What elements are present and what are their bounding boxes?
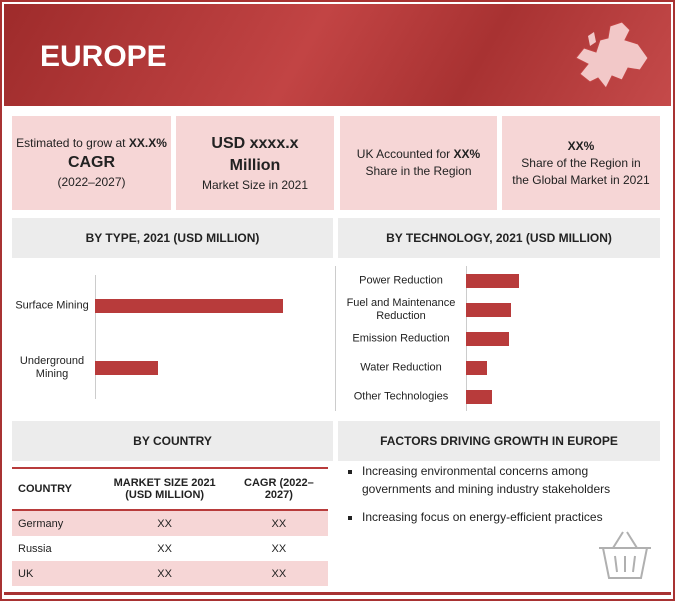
category-label: Underground Mining: [19, 355, 85, 380]
table-cell: XX: [157, 542, 172, 555]
stat-main: Million: [229, 156, 281, 174]
factor-list: Increasing environmental concerns among …: [348, 462, 652, 536]
stat-box: UK Accounted for XX% Share in the Region: [340, 116, 497, 210]
bar: [95, 361, 159, 375]
column-header: CAGR (2022–2027): [229, 467, 328, 511]
column-header: MARKET SIZE 2021 (USD MILLION): [99, 467, 230, 511]
table-cell: XX: [229, 510, 328, 536]
bar: [466, 389, 493, 404]
section-title: BY COUNTRY: [12, 421, 333, 461]
section-title: BY TYPE, 2021 (USD MILLION): [12, 218, 333, 258]
bar: [466, 273, 519, 288]
stat-text: UK Accounted for: [356, 147, 451, 161]
bar: [466, 302, 512, 317]
section-title: FACTORS DRIVING GROWTH IN EUROPE: [338, 421, 660, 461]
stat-main: CAGR: [67, 154, 116, 171]
table-cell: Russia: [18, 542, 52, 555]
stat-highlight: XX.X%: [128, 136, 167, 150]
stat-box: USD xxxx.x Million Market Size in 2021: [176, 116, 334, 210]
table-row: Russia XX XX: [12, 536, 328, 561]
stat-note: Share in the Region: [365, 164, 472, 178]
header: [4, 4, 671, 106]
table-cell: Germany: [12, 510, 100, 536]
axis-line: [95, 275, 96, 399]
basket-icon: [599, 531, 651, 579]
stat-main: USD xxxx.x: [211, 134, 299, 152]
section-title: BY TECHNOLOGY, 2021 (USD MILLION): [338, 218, 660, 258]
europe-map: [575, 21, 649, 89]
stat-note: (2022–2027): [57, 175, 126, 189]
category-label: Fuel and Maintenance Reduction: [346, 296, 456, 322]
factor-item: Increasing focus on energy-efficient pra…: [362, 508, 652, 526]
separator: [335, 266, 336, 411]
table-cell: XX: [229, 561, 328, 586]
bar: [95, 299, 283, 313]
factor-item: Increasing environmental concerns among …: [362, 462, 652, 498]
stat-text: Estimated to grow at: [16, 136, 126, 150]
category-label: Water Reduction: [360, 361, 442, 373]
table-cell: XX: [99, 561, 230, 586]
stat-box: XX% Share of the Region in the Global Ma…: [502, 116, 660, 210]
table-cell: XX: [99, 510, 230, 536]
stat-note: the Global Market in 2021: [512, 172, 650, 187]
stat-box: Estimated to grow at XX.X% CAGR (2022–20…: [12, 116, 171, 210]
stat-note: Market Size in 2021: [201, 177, 309, 192]
map-icon: [575, 21, 649, 89]
bottom-rule: [4, 592, 671, 595]
table-cell: UK: [12, 561, 100, 586]
table-row: UK XX XX: [12, 561, 328, 586]
table-cell: XX: [271, 542, 287, 555]
category-label: Emission Reduction: [352, 332, 450, 344]
category-label: Other Technologies: [353, 390, 449, 402]
bar: [466, 331, 510, 346]
category-label: Power Reduction: [359, 274, 443, 286]
stat-highlight: XX%: [453, 147, 481, 161]
stat-note: Share of the Region in: [521, 155, 641, 170]
table-row: Germany XX XX: [12, 510, 328, 536]
bar: [466, 360, 487, 375]
column-header: COUNTRY: [12, 467, 100, 511]
stat-highlight: XX%: [567, 138, 595, 153]
title: EUROPE: [40, 40, 167, 73]
uk-shape: [588, 32, 596, 46]
country-table: COUNTRY MARKET SIZE 2021 (USD MILLION) C…: [12, 467, 328, 586]
category-label: Surface Mining: [15, 299, 89, 312]
